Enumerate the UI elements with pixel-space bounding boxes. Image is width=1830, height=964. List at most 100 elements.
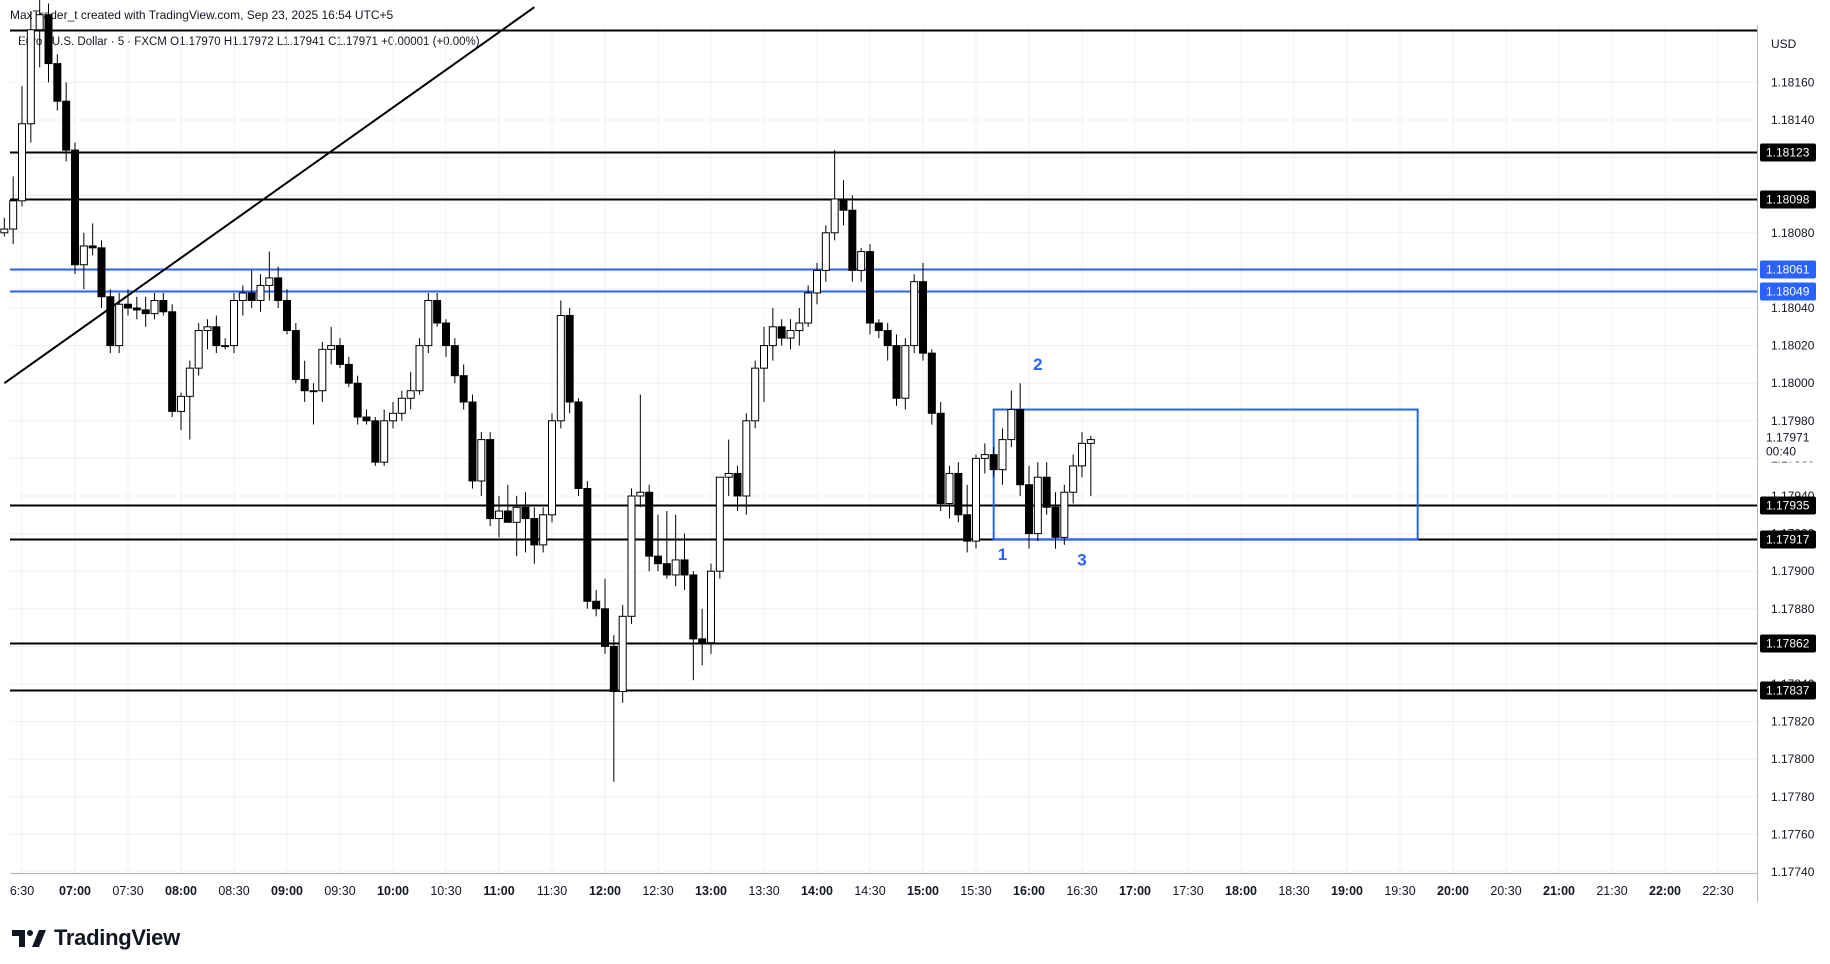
candle-body-up — [150, 299, 159, 315]
candle-body-up — [406, 390, 415, 399]
candle-body-down — [344, 363, 353, 384]
price-tick-label: 1.17900 — [1771, 564, 1815, 578]
time-axis[interactable]: 6:30 07:00 07:30 08:00 08:30 09:00 09:30 10:00 1… — [10, 884, 1734, 898]
candle — [1051, 492, 1060, 549]
time-tick-label: 14:30 — [854, 884, 885, 898]
candle-body-up — [804, 292, 813, 324]
candle — [62, 82, 71, 162]
candle — [671, 514, 680, 587]
candle-body-up — [35, 14, 44, 31]
candle-body-down — [954, 472, 963, 516]
candle — [486, 432, 495, 527]
candle — [556, 300, 565, 429]
candle — [662, 511, 671, 579]
candle-body-down — [132, 307, 141, 311]
candle — [177, 392, 185, 431]
trendline-layer[interactable] — [3, 6, 535, 385]
candle-body-down — [839, 198, 848, 211]
candle-body-down — [989, 454, 998, 471]
candle-body-up — [1007, 409, 1016, 441]
candle — [645, 484, 654, 572]
trendline[interactable] — [3, 6, 535, 385]
candle — [450, 338, 459, 384]
candle — [777, 319, 786, 346]
candle — [327, 326, 336, 365]
candle-body-up — [18, 123, 26, 202]
candle — [88, 223, 97, 256]
candle — [265, 251, 274, 301]
candle-body-down — [53, 63, 62, 102]
time-tick-label: 13:00 — [695, 884, 727, 898]
candle-body-up — [910, 281, 919, 347]
candle — [689, 571, 698, 681]
candle-body-down — [609, 645, 618, 693]
price-tick-label: 1.17820 — [1771, 715, 1815, 729]
time-tick-label: 16:30 — [1066, 884, 1097, 898]
candle — [1078, 432, 1086, 478]
candle — [936, 402, 945, 512]
symbol-legend: Euro / U.S. Dollar · 5 · FXCM O1.17970 H… — [18, 36, 480, 48]
candle-body-down — [1051, 506, 1060, 538]
candle — [415, 338, 424, 395]
candle-body-down — [662, 563, 671, 576]
candle — [203, 319, 212, 350]
candle-body-up — [477, 439, 486, 482]
candle — [389, 402, 397, 429]
time-tick-label: 09:30 — [324, 884, 355, 898]
price-level-badge — [1760, 260, 1816, 279]
candle-body-up — [79, 245, 88, 266]
candle — [919, 262, 927, 361]
candle-body-down — [574, 401, 583, 489]
candle-body-up — [627, 495, 636, 617]
candle — [813, 262, 821, 305]
candle-body-up — [618, 615, 627, 693]
candle — [44, 3, 53, 83]
candle-body-down — [919, 281, 927, 354]
horizontal-levels[interactable] — [10, 29, 1757, 692]
price-level-badge-text: 1.18098 — [1766, 193, 1810, 207]
candle — [707, 563, 715, 654]
candle-body-up — [389, 412, 397, 422]
candle-body-up — [115, 303, 124, 347]
candle-body-down — [883, 330, 892, 347]
candle-body-down — [62, 100, 71, 151]
candle — [0, 217, 9, 237]
candle — [256, 274, 265, 312]
time-tick-label: 20:00 — [1437, 884, 1469, 898]
candle-body-up — [760, 345, 768, 369]
price-level-badge — [1760, 190, 1816, 209]
candle-body-down — [106, 296, 115, 347]
candle — [892, 334, 901, 406]
time-tick-label: 20:30 — [1490, 884, 1521, 898]
time-tick-label: 6:30 — [10, 884, 34, 898]
candle-body-down — [592, 600, 601, 610]
candle-body-up — [327, 345, 336, 350]
candle-body-down — [141, 309, 150, 315]
price-tick-label: 1.17880 — [1771, 602, 1815, 616]
candle-body-up — [9, 200, 18, 230]
candle — [618, 605, 627, 703]
candle — [751, 360, 760, 429]
candle — [212, 315, 221, 354]
candle-body-down — [530, 518, 539, 546]
candle — [760, 326, 768, 402]
candle — [830, 150, 839, 241]
candle — [963, 484, 972, 553]
time-tick-label: 11:00 — [483, 884, 514, 898]
candle-body-down — [97, 247, 106, 298]
candle — [371, 417, 380, 466]
candle-body-up — [256, 284, 265, 301]
candle — [910, 274, 919, 354]
time-tick-label: 08:00 — [165, 884, 197, 898]
candle-body-down — [927, 352, 936, 414]
price-level-badge-text: 1.18049 — [1766, 285, 1810, 299]
candle-body-down — [353, 382, 362, 418]
candle — [194, 323, 203, 376]
candle — [786, 319, 795, 350]
candle-body-up — [671, 559, 680, 576]
candle-body-up — [786, 330, 795, 339]
time-tick-label: 08:30 — [218, 884, 249, 898]
chart-header: MaxTrader_t created with TradingView.com… — [10, 8, 394, 22]
